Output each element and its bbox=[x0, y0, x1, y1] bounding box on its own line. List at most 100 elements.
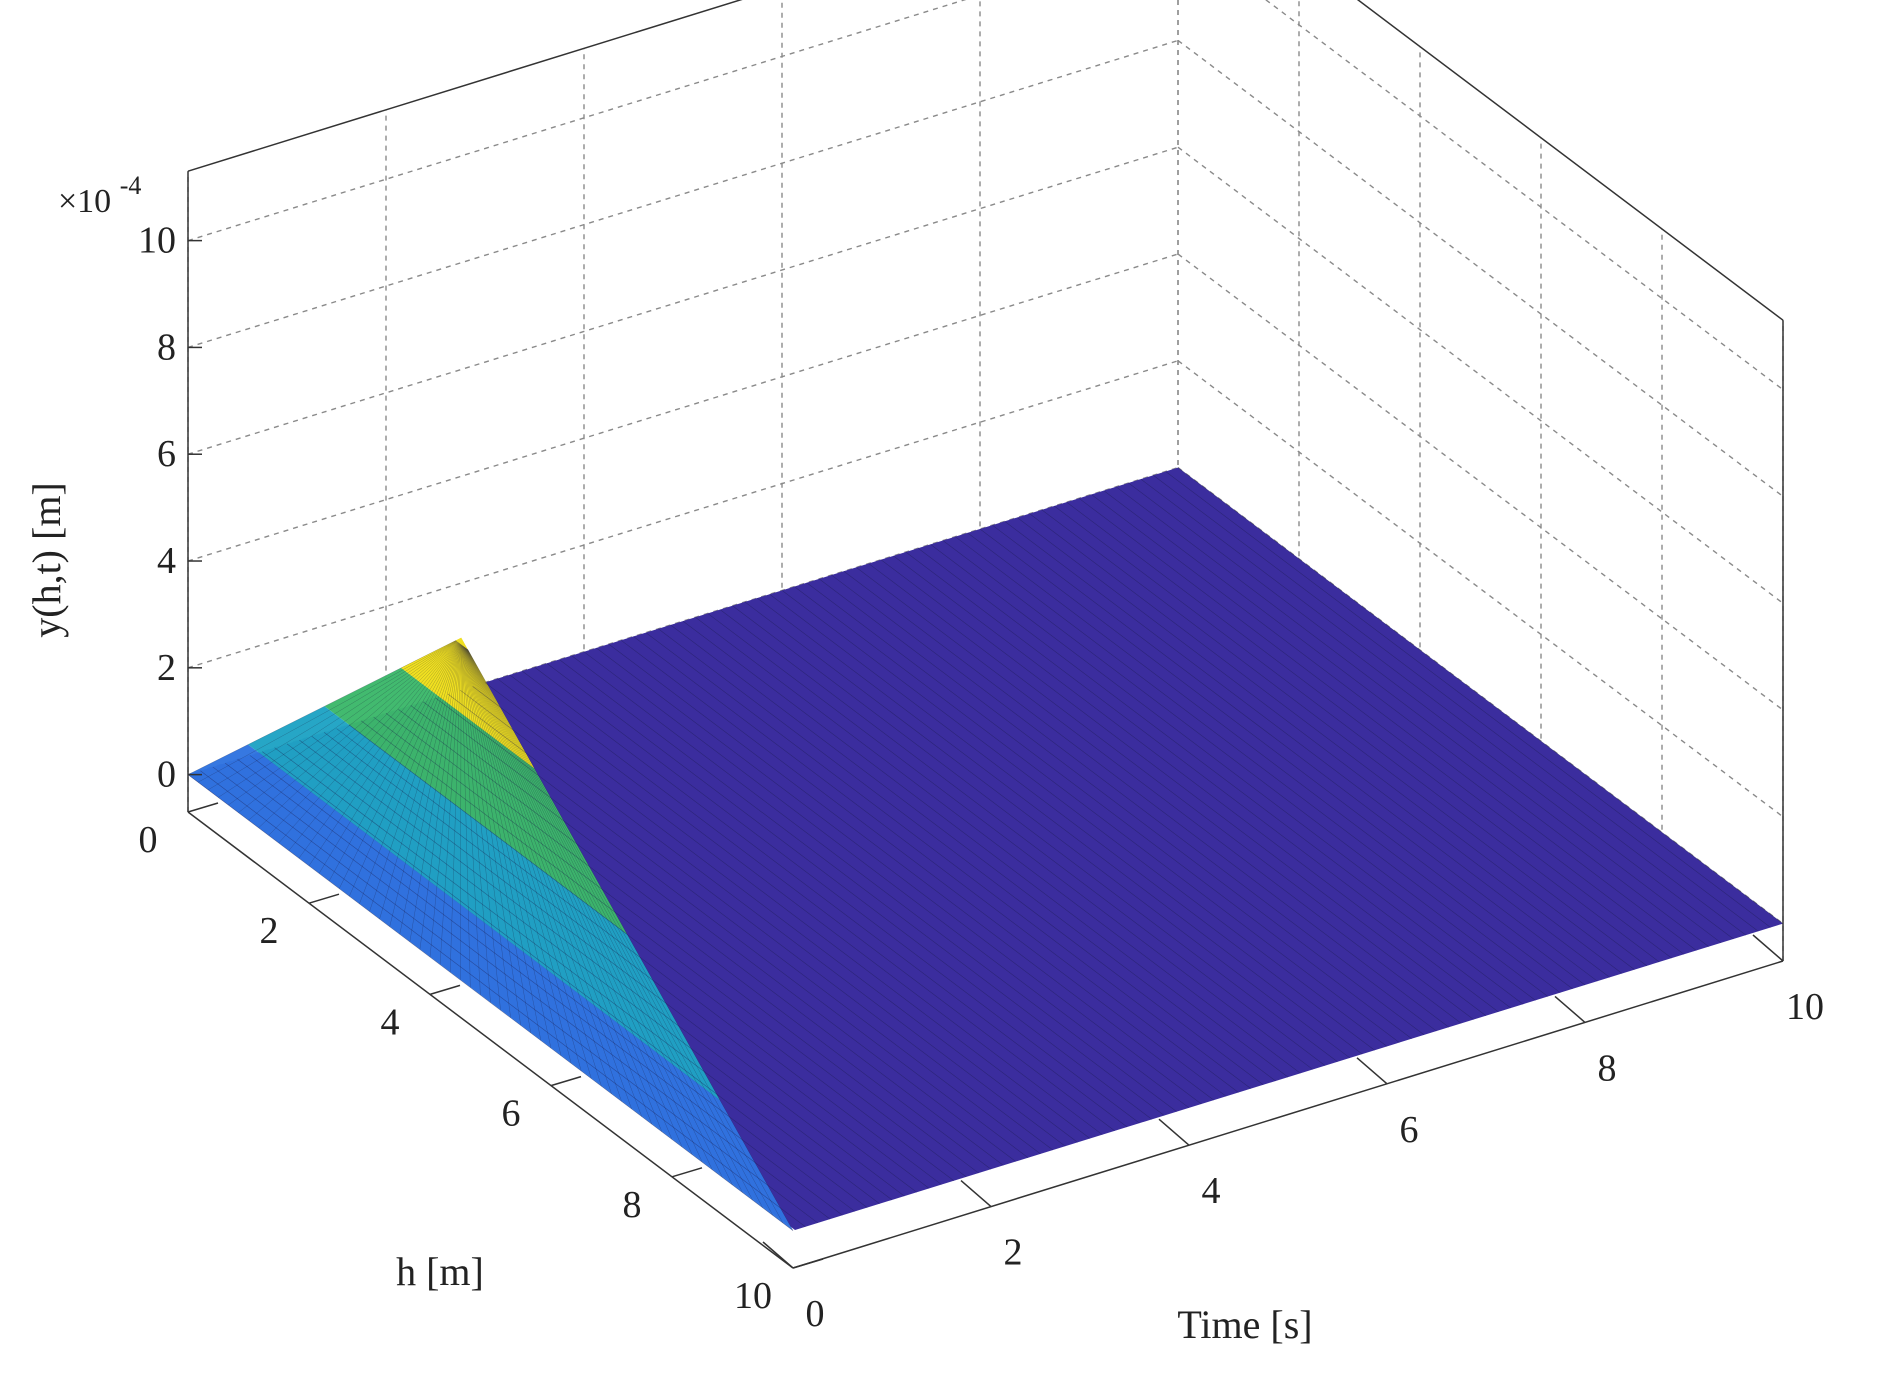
grid-line-back-z bbox=[187, 39, 1179, 349]
mesh-line-wedge bbox=[465, 647, 683, 1148]
mesh-line-wedge bbox=[298, 642, 459, 859]
z-tick-label: 10 bbox=[138, 220, 176, 262]
mesh-line-flat bbox=[806, 582, 1412, 1039]
mesh-line-flat bbox=[596, 647, 1202, 1105]
mesh-line-flat bbox=[534, 666, 1140, 1124]
mesh-line-flat bbox=[583, 651, 1190, 1109]
h-tick-label: 0 bbox=[139, 819, 158, 861]
mesh-line-wedge bbox=[467, 649, 794, 1231]
t-tick bbox=[960, 1180, 992, 1208]
mesh-line-wedge bbox=[379, 643, 460, 920]
mesh-line-flat bbox=[695, 617, 1301, 1074]
mesh-line-flat bbox=[1103, 490, 1709, 947]
mesh-line-flat bbox=[1041, 509, 1648, 967]
mesh-line-flat bbox=[472, 686, 1078, 1143]
mesh-line-flat bbox=[286, 743, 893, 1201]
mesh-line-flat bbox=[237, 759, 843, 1216]
mesh-line-flat bbox=[620, 640, 1227, 1097]
mesh-line-wedge bbox=[466, 648, 743, 1193]
mesh-line-wedge bbox=[467, 649, 774, 1216]
mesh-line-wedge bbox=[463, 646, 592, 1079]
t-tick bbox=[1356, 1057, 1388, 1085]
surface-band-2 bbox=[324, 667, 628, 935]
mesh-line-wedge bbox=[359, 642, 460, 904]
grid-line-side-z bbox=[1177, 39, 1784, 497]
mesh-line-flat bbox=[385, 712, 992, 1170]
mesh-line-flat bbox=[707, 613, 1313, 1070]
mesh-line-flat bbox=[311, 736, 917, 1193]
mesh-line-wedge bbox=[218, 640, 457, 798]
mesh-line-wedge bbox=[462, 646, 562, 1056]
mesh-line-flat bbox=[435, 697, 1041, 1155]
mesh-line-wedge bbox=[467, 649, 763, 1208]
h-tick bbox=[671, 1167, 703, 1178]
mesh-line-wedge bbox=[399, 643, 461, 935]
mesh-line-flat bbox=[905, 551, 1511, 1009]
mesh-line-flat bbox=[497, 678, 1103, 1135]
t-tick-label: 6 bbox=[1400, 1109, 1419, 1151]
y-axis-label: h [m] bbox=[396, 1249, 484, 1294]
t-tick bbox=[1158, 1118, 1190, 1146]
mesh-line-flat bbox=[509, 674, 1115, 1132]
mesh-line-wedge bbox=[461, 645, 491, 1003]
grid-line-back-z bbox=[187, 253, 1179, 562]
mesh-line-wedge bbox=[462, 645, 542, 1041]
mesh-line-flat bbox=[460, 689, 1066, 1147]
mesh-line-wedge bbox=[465, 647, 693, 1155]
x-axis-label: Time [s] bbox=[1177, 1302, 1312, 1347]
mesh-line-flat bbox=[1016, 517, 1623, 974]
mesh-line-flat bbox=[781, 590, 1388, 1047]
grid-line-side-z bbox=[1177, 360, 1784, 818]
mesh-line-flat bbox=[262, 751, 868, 1208]
mesh-line-flat bbox=[1140, 478, 1747, 936]
h-tick-label: 6 bbox=[502, 1093, 521, 1135]
box-edge-top-back bbox=[187, 0, 743, 172]
mesh-line-flat bbox=[880, 559, 1487, 1016]
mesh-line-wedge bbox=[465, 647, 673, 1140]
mesh-line-flat bbox=[1128, 482, 1734, 940]
mesh-line-wedge bbox=[258, 641, 458, 829]
mesh-line-wedge bbox=[461, 645, 501, 1011]
mesh-line-wedge bbox=[461, 644, 481, 996]
mesh-line-flat bbox=[979, 528, 1586, 986]
z-multiplier-exponent: -4 bbox=[120, 171, 142, 200]
mesh-line-wedge bbox=[339, 642, 460, 889]
t-tick-label: 8 bbox=[1598, 1047, 1617, 1089]
mesh-line-flat bbox=[521, 670, 1128, 1128]
mesh-line-flat bbox=[422, 701, 1029, 1158]
mesh-line-flat bbox=[658, 628, 1264, 1086]
mesh-line-wedge bbox=[463, 646, 572, 1064]
h-tick bbox=[308, 893, 340, 904]
mesh-line-wedge bbox=[462, 645, 532, 1034]
surface-band-1 bbox=[248, 706, 720, 1101]
mesh-line-wedge bbox=[466, 648, 733, 1186]
labels-layer: y(h,t) [m] Time [s] h [m] ×10 -4 0 2 4 6 8 10… bbox=[24, 171, 1824, 1347]
mesh-line-wedge bbox=[389, 643, 461, 927]
mesh-line-flat bbox=[769, 594, 1375, 1051]
grid-line-side-z bbox=[1177, 253, 1784, 711]
mesh-line-flat bbox=[719, 609, 1326, 1066]
mesh-line-flat bbox=[373, 716, 979, 1174]
mesh-line-flat bbox=[1066, 501, 1672, 959]
mesh-line-flat bbox=[1153, 475, 1759, 932]
grid-line-back-z bbox=[187, 0, 967, 242]
mesh-line-flat bbox=[955, 536, 1561, 993]
mesh-line-wedge bbox=[464, 646, 622, 1102]
mesh-line-flat bbox=[336, 728, 942, 1185]
mesh-line-wedge bbox=[464, 647, 632, 1110]
mesh-line-flat bbox=[757, 597, 1363, 1055]
mesh-line-flat bbox=[274, 747, 880, 1204]
mesh-line-flat bbox=[992, 524, 1598, 982]
mesh-line-wedge bbox=[238, 641, 457, 813]
mesh-line-flat bbox=[299, 739, 905, 1197]
grid-line-back-z bbox=[187, 146, 1179, 455]
mesh-line-flat bbox=[212, 766, 818, 1224]
grid-line-side-z bbox=[1264, 0, 1784, 391]
mesh-line-wedge bbox=[419, 643, 461, 950]
mesh-line-wedge bbox=[349, 642, 460, 897]
z-multiplier-label: ×10 -4 bbox=[58, 171, 141, 220]
mesh-line-flat bbox=[732, 605, 1338, 1063]
mesh-line-flat bbox=[410, 705, 1016, 1162]
t-tick-label: 10 bbox=[1786, 986, 1824, 1028]
mesh-line-wedge bbox=[187, 640, 456, 775]
